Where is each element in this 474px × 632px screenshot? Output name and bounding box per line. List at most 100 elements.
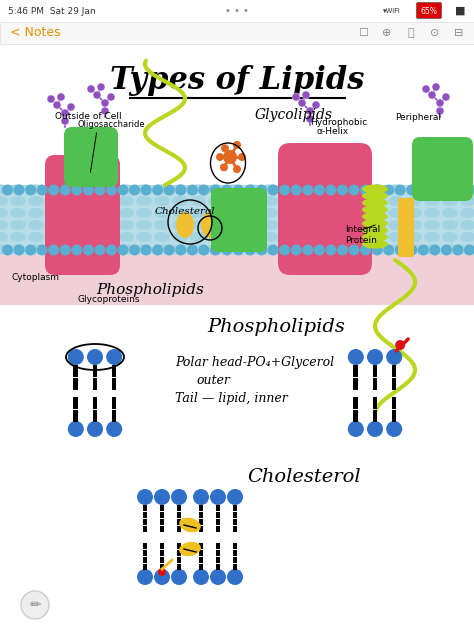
Ellipse shape — [280, 244, 296, 254]
Ellipse shape — [172, 208, 188, 218]
Circle shape — [406, 185, 417, 195]
Circle shape — [312, 101, 320, 109]
FancyBboxPatch shape — [412, 137, 473, 201]
Circle shape — [429, 185, 440, 195]
Circle shape — [256, 245, 267, 255]
Ellipse shape — [262, 232, 278, 242]
Circle shape — [386, 421, 402, 437]
Circle shape — [48, 185, 59, 195]
Ellipse shape — [82, 232, 98, 242]
Ellipse shape — [28, 244, 44, 254]
Ellipse shape — [316, 232, 332, 242]
Ellipse shape — [406, 184, 422, 194]
Ellipse shape — [362, 185, 388, 193]
Circle shape — [210, 245, 221, 255]
Ellipse shape — [280, 196, 296, 206]
Ellipse shape — [208, 232, 224, 242]
Circle shape — [2, 245, 13, 255]
Circle shape — [314, 185, 325, 195]
Ellipse shape — [370, 196, 386, 206]
Circle shape — [14, 185, 25, 195]
FancyBboxPatch shape — [112, 397, 117, 403]
Circle shape — [227, 489, 243, 505]
Text: Glycoproteins: Glycoproteins — [78, 295, 140, 304]
Ellipse shape — [0, 208, 8, 218]
Ellipse shape — [10, 232, 26, 242]
Circle shape — [441, 245, 452, 255]
Ellipse shape — [460, 220, 474, 230]
Circle shape — [175, 245, 186, 255]
FancyBboxPatch shape — [199, 505, 203, 511]
Circle shape — [83, 245, 94, 255]
FancyBboxPatch shape — [160, 526, 164, 532]
Circle shape — [453, 245, 464, 255]
Ellipse shape — [316, 196, 332, 206]
Circle shape — [210, 185, 221, 195]
Ellipse shape — [190, 196, 206, 206]
Circle shape — [87, 421, 103, 437]
FancyBboxPatch shape — [73, 410, 78, 416]
Ellipse shape — [136, 244, 152, 254]
Circle shape — [432, 83, 440, 91]
Circle shape — [198, 245, 210, 255]
Ellipse shape — [388, 244, 404, 254]
Ellipse shape — [298, 232, 314, 242]
Circle shape — [152, 245, 163, 255]
Ellipse shape — [46, 232, 62, 242]
Circle shape — [395, 340, 405, 350]
Circle shape — [279, 185, 290, 195]
Circle shape — [245, 185, 255, 195]
Circle shape — [348, 421, 364, 437]
Text: 5:46 PM  Sat 29 Jan: 5:46 PM Sat 29 Jan — [8, 6, 96, 16]
Circle shape — [187, 245, 198, 255]
Circle shape — [422, 85, 430, 93]
Ellipse shape — [280, 184, 296, 194]
Circle shape — [395, 245, 406, 255]
FancyBboxPatch shape — [112, 365, 117, 371]
Ellipse shape — [190, 220, 206, 230]
Ellipse shape — [424, 196, 440, 206]
Circle shape — [101, 99, 109, 107]
Ellipse shape — [226, 184, 242, 194]
FancyBboxPatch shape — [73, 365, 78, 371]
Circle shape — [71, 185, 82, 195]
Circle shape — [118, 185, 128, 195]
Ellipse shape — [370, 184, 386, 194]
Ellipse shape — [406, 220, 422, 230]
Text: Protein: Protein — [345, 236, 377, 245]
Circle shape — [418, 185, 429, 195]
Ellipse shape — [370, 232, 386, 242]
Circle shape — [395, 185, 406, 195]
Ellipse shape — [190, 208, 206, 218]
Ellipse shape — [201, 212, 219, 238]
Ellipse shape — [64, 196, 80, 206]
Circle shape — [87, 85, 95, 93]
Circle shape — [383, 245, 394, 255]
Ellipse shape — [0, 232, 8, 242]
FancyBboxPatch shape — [392, 410, 396, 416]
FancyBboxPatch shape — [199, 557, 203, 563]
FancyBboxPatch shape — [0, 245, 474, 305]
FancyBboxPatch shape — [112, 371, 117, 377]
Ellipse shape — [118, 244, 134, 254]
Circle shape — [210, 569, 226, 585]
Text: outer: outer — [196, 374, 230, 387]
Circle shape — [360, 245, 371, 255]
Ellipse shape — [46, 196, 62, 206]
Ellipse shape — [10, 184, 26, 194]
Circle shape — [406, 245, 417, 255]
Ellipse shape — [388, 184, 404, 194]
Ellipse shape — [298, 244, 314, 254]
Ellipse shape — [0, 244, 8, 254]
FancyBboxPatch shape — [373, 384, 377, 391]
Circle shape — [233, 141, 241, 149]
FancyBboxPatch shape — [177, 505, 181, 511]
FancyBboxPatch shape — [0, 185, 474, 255]
Text: Cholesterol: Cholesterol — [155, 207, 216, 217]
FancyBboxPatch shape — [199, 526, 203, 532]
Circle shape — [68, 349, 84, 365]
Ellipse shape — [334, 184, 350, 194]
Ellipse shape — [262, 196, 278, 206]
FancyBboxPatch shape — [177, 557, 181, 563]
Ellipse shape — [406, 196, 422, 206]
